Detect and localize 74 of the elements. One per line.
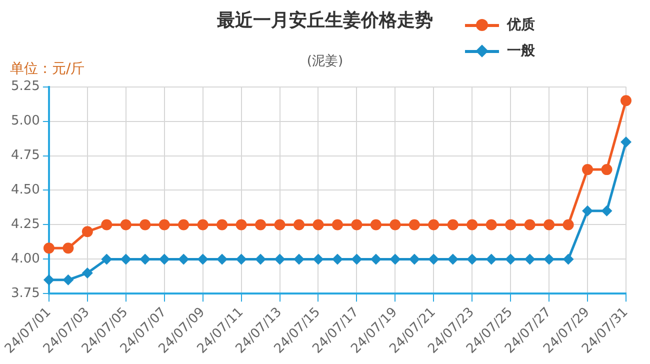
y-tick-label: 5.00: [10, 114, 40, 129]
point: [82, 267, 93, 278]
point: [582, 205, 594, 216]
point: [120, 219, 132, 230]
point: [370, 254, 382, 265]
y-axis-title: 单位：元/斤: [10, 60, 85, 78]
point: [466, 254, 478, 265]
point: [524, 254, 536, 265]
point: [370, 219, 382, 230]
point: [255, 254, 266, 265]
point: [524, 219, 536, 230]
point: [447, 254, 458, 265]
point: [582, 164, 594, 176]
chart-title: 最近一月安丘生姜价格走势: [216, 9, 434, 32]
y-tick-label: 4.00: [10, 252, 40, 267]
point: [236, 254, 247, 265]
point: [197, 219, 208, 230]
point: [236, 219, 247, 230]
y-tick-label: 3.75: [10, 286, 40, 302]
point: [486, 254, 497, 265]
point: [101, 219, 112, 230]
point: [620, 95, 632, 106]
point: [274, 254, 286, 265]
point: [178, 219, 190, 230]
point: [140, 254, 151, 265]
point: [140, 219, 151, 230]
point: [255, 219, 266, 230]
point: [466, 219, 478, 230]
point: [428, 254, 440, 265]
legend-label: 优质: [507, 16, 535, 34]
point: [544, 219, 555, 230]
point: [332, 254, 343, 265]
point: [544, 254, 555, 265]
point: [408, 219, 420, 230]
point: [43, 242, 54, 254]
point: [43, 274, 54, 286]
point: [274, 219, 286, 230]
point: [505, 254, 516, 265]
point: [62, 274, 74, 286]
point: [620, 136, 632, 148]
point: [351, 254, 362, 265]
point: [158, 219, 170, 230]
point: [562, 219, 574, 230]
y-tick-label: 4.75: [10, 148, 40, 164]
point: [447, 219, 458, 230]
legend-label: 一般: [507, 42, 535, 60]
point: [158, 254, 170, 265]
point: [216, 219, 228, 230]
chart-subtitle: (泥姜): [306, 52, 344, 70]
point: [294, 219, 305, 230]
point: [120, 254, 132, 265]
point: [486, 219, 497, 230]
point: [601, 164, 612, 176]
y-tick-label: 4.50: [10, 182, 40, 198]
point: [82, 226, 93, 238]
point: [312, 254, 324, 265]
point: [408, 254, 420, 265]
point: [332, 219, 343, 230]
point: [197, 254, 208, 265]
point: [562, 254, 574, 265]
point: [101, 254, 112, 265]
point: [390, 254, 401, 265]
point: [216, 254, 228, 265]
point: [601, 205, 612, 216]
y-tick-label: 4.25: [10, 217, 40, 232]
point: [178, 254, 190, 265]
point: [390, 219, 401, 230]
y-tick-label: 5.25: [10, 79, 40, 94]
point: [294, 254, 305, 265]
point: [312, 219, 324, 230]
point: [62, 242, 74, 254]
point: [505, 219, 516, 230]
point: [351, 219, 362, 230]
point: [428, 219, 440, 230]
